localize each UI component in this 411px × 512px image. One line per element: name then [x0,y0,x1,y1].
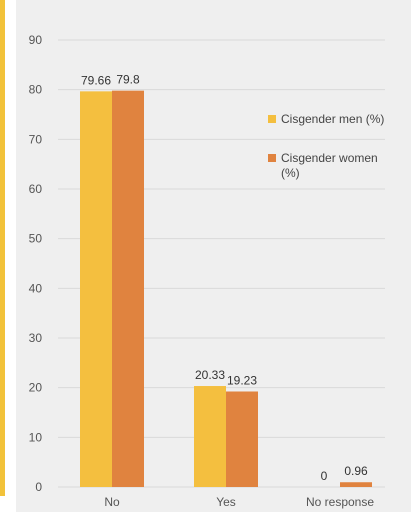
data-labels: 79.66 79.8 20.33 19.23 0 0.96 [81,73,368,483]
x-axis-ticks: No Yes No response [104,495,374,509]
bar-men-0 [80,91,112,487]
y-tick-label: 30 [29,331,43,345]
y-tick-label: 20 [29,381,43,395]
legend-swatch [268,154,276,162]
data-label: 20.33 [195,368,225,382]
bar-men-1 [194,386,226,487]
x-tick-label: Yes [216,495,236,509]
data-label: 19.23 [227,373,257,387]
y-tick-label: 50 [29,232,43,246]
x-tick-label: No response [306,495,374,509]
y-tick-label: 80 [29,83,43,97]
bars [80,90,372,487]
legend: Cisgender men (%) Cisgender women(%) [268,112,384,180]
y-tick-label: 90 [29,33,43,47]
y-tick-label: 0 [35,480,42,494]
legend-label: (%) [281,166,300,180]
bar-women-0 [112,90,144,487]
data-label: 79.66 [81,73,111,87]
data-label: 79.8 [116,73,140,87]
bar-women-2 [340,482,372,487]
x-tick-label: No [104,495,120,509]
y-tick-label: 70 [29,132,43,146]
bar-women-1 [226,391,258,487]
y-tick-label: 10 [29,430,43,444]
accent-bar [0,0,5,496]
y-tick-label: 60 [29,182,43,196]
data-label: 0.96 [344,464,368,478]
y-tick-label: 40 [29,281,43,295]
legend-swatch [268,115,276,123]
legend-label: Cisgender men (%) [281,112,384,126]
y-axis-ticks: 0 10 20 30 40 50 60 70 80 90 [29,33,43,494]
legend-label: Cisgender women [281,151,378,165]
data-label: 0 [321,469,328,483]
